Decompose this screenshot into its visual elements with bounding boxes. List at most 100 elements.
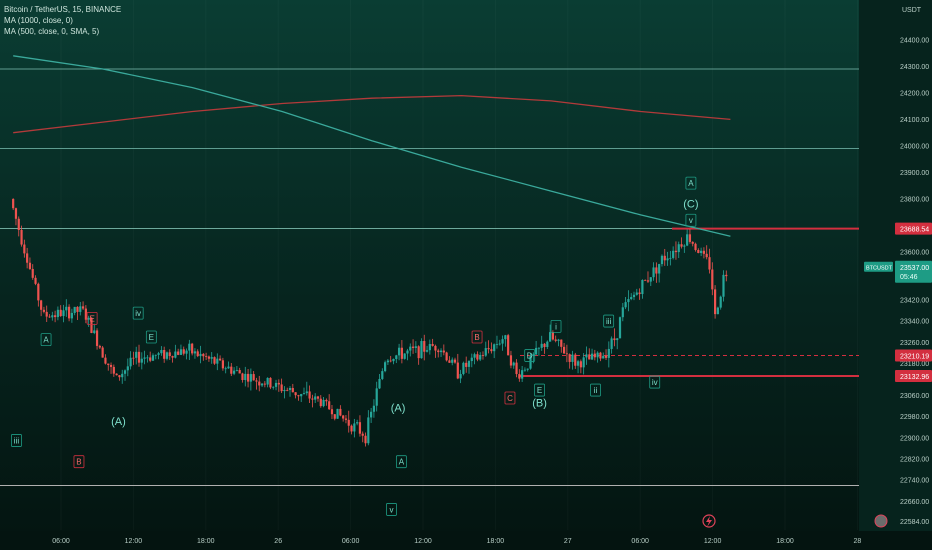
candle-body[interactable] [328, 401, 331, 410]
candle-body[interactable] [336, 408, 339, 419]
candle-body[interactable] [308, 391, 311, 399]
candle-body[interactable] [613, 338, 616, 341]
candle-body[interactable] [132, 357, 135, 359]
candle-body[interactable] [588, 354, 591, 360]
candle-body[interactable] [350, 425, 353, 432]
candle-body[interactable] [14, 208, 18, 219]
wave-label[interactable]: (A) [391, 403, 406, 415]
candle-body[interactable] [205, 356, 208, 358]
candle-body[interactable] [384, 362, 387, 372]
wave-label[interactable]: iv [135, 309, 141, 318]
candle-body[interactable] [495, 344, 499, 345]
candle-body[interactable] [453, 359, 457, 363]
candle-body[interactable] [227, 366, 230, 369]
candle-body[interactable] [627, 299, 630, 303]
candle-body[interactable] [417, 346, 420, 359]
candle-body[interactable] [431, 343, 434, 346]
candle-body[interactable] [372, 405, 376, 412]
wave-label[interactable]: v [689, 216, 693, 225]
candle-body[interactable] [48, 316, 51, 318]
candle-body[interactable] [101, 347, 104, 358]
candle-body[interactable] [501, 339, 504, 344]
candle-body[interactable] [507, 335, 510, 356]
candle-body[interactable] [616, 338, 619, 341]
candle-body[interactable] [560, 339, 563, 347]
candle-body[interactable] [551, 332, 554, 340]
candle-body[interactable] [339, 408, 342, 416]
wave-label[interactable]: v [390, 505, 394, 514]
candle-body[interactable] [649, 277, 652, 282]
candle-body[interactable] [196, 351, 199, 357]
candle-body[interactable] [378, 378, 381, 389]
wave-label[interactable]: E [537, 386, 542, 395]
wave-label[interactable]: iii [606, 317, 612, 326]
candle-body[interactable] [311, 398, 314, 400]
candle-body[interactable] [154, 354, 157, 356]
candle-body[interactable] [65, 306, 68, 311]
candle-body[interactable] [641, 279, 644, 295]
candle-body[interactable] [272, 386, 275, 388]
candle-body[interactable] [202, 353, 205, 357]
candle-body[interactable] [434, 345, 437, 351]
candle-body[interactable] [40, 300, 43, 310]
candle-body[interactable] [76, 306, 79, 312]
candle-body[interactable] [364, 435, 367, 444]
candle-body[interactable] [160, 349, 163, 354]
current-price-box[interactable] [895, 260, 932, 283]
wave-label[interactable]: A [399, 458, 405, 467]
candle-body[interactable] [151, 355, 155, 361]
candle-body[interactable] [646, 280, 650, 282]
candle-body[interactable] [358, 422, 362, 434]
candle-body[interactable] [529, 355, 532, 369]
candle-body[interactable] [288, 388, 292, 390]
candle-body[interactable] [370, 411, 373, 418]
candle-body[interactable] [549, 332, 552, 342]
candle-body[interactable] [630, 297, 633, 300]
candle-body[interactable] [655, 267, 658, 274]
candle-body[interactable] [367, 417, 370, 444]
candle-body[interactable] [674, 250, 678, 253]
candle-body[interactable] [191, 343, 194, 354]
candle-body[interactable] [576, 361, 580, 366]
candle-body[interactable] [73, 306, 76, 313]
candle-body[interactable] [504, 335, 507, 340]
candle-body[interactable] [104, 357, 107, 364]
candle-body[interactable] [532, 354, 535, 356]
candle-body[interactable] [123, 370, 127, 374]
candle-body[interactable] [479, 354, 482, 360]
candle-body[interactable] [149, 357, 152, 361]
candle-body[interactable] [140, 358, 143, 363]
candle-body[interactable] [20, 229, 23, 245]
candle-body[interactable] [112, 366, 115, 374]
candle-body[interactable] [400, 347, 403, 359]
candle-body[interactable] [314, 396, 317, 400]
candle-body[interactable] [199, 353, 202, 357]
candle-body[interactable] [694, 243, 697, 250]
candle-body[interactable] [168, 352, 171, 357]
candle-body[interactable] [246, 373, 250, 382]
candle-body[interactable] [705, 253, 708, 258]
symbol-title[interactable]: Bitcoin / TetherUS, 15, BINANCE [4, 5, 122, 14]
candle-body[interactable] [171, 356, 174, 358]
candle-body[interactable] [644, 279, 647, 281]
candle-body[interactable] [375, 388, 378, 406]
candle-body[interactable] [395, 355, 398, 359]
candle-body[interactable] [93, 330, 96, 333]
candle-body[interactable] [300, 393, 303, 397]
symbol-tag-box[interactable] [864, 261, 893, 272]
candle-body[interactable] [54, 315, 57, 318]
candle-body[interactable] [333, 414, 336, 419]
candle-body[interactable] [607, 348, 610, 358]
candle-body[interactable] [618, 317, 622, 339]
candle-body[interactable] [554, 339, 557, 341]
candle-body[interactable] [305, 391, 308, 394]
candle-body[interactable] [635, 292, 638, 295]
candle-body[interactable] [451, 359, 454, 363]
candle-body[interactable] [462, 362, 465, 375]
candle-body[interactable] [42, 309, 46, 312]
candle-body[interactable] [23, 244, 26, 254]
candle-body[interactable] [697, 249, 700, 253]
candle-body[interactable] [235, 370, 238, 371]
candle-body[interactable] [498, 343, 501, 345]
